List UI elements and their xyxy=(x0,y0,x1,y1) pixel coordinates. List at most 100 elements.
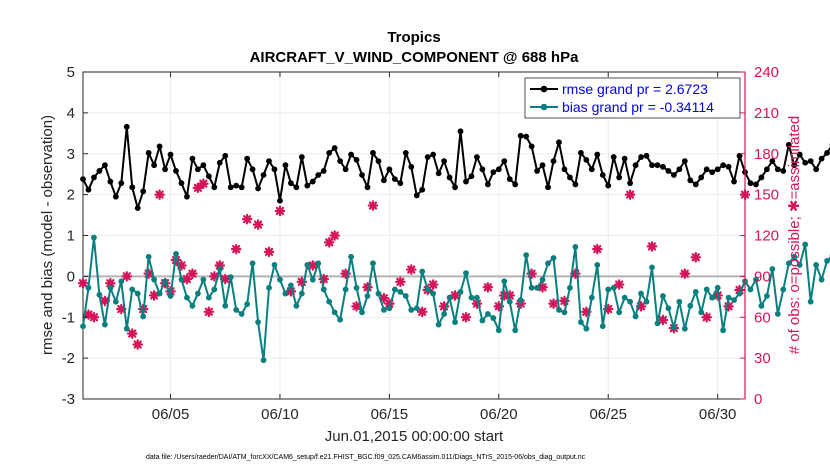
rmse-point xyxy=(780,168,787,174)
rmse-point xyxy=(753,181,759,188)
rmse-point xyxy=(484,181,491,188)
obs-marker xyxy=(734,284,745,296)
y-axis-label-right: # of obs: o=possible; ✱=assimilated xyxy=(786,116,803,355)
rmse-point xyxy=(408,163,415,170)
obs-marker xyxy=(395,276,406,288)
bias-point xyxy=(178,276,185,283)
bias-point xyxy=(101,321,108,328)
obs-marker xyxy=(723,301,734,312)
bias-point xyxy=(435,321,442,328)
bias-point xyxy=(293,302,300,309)
rmse-point xyxy=(370,150,376,156)
rmse-point xyxy=(676,166,683,173)
rmse-point xyxy=(528,143,535,150)
rmse-point xyxy=(468,173,475,180)
x-axis: 06/05 06/10 06/15 06/20 06/25 06/30 xyxy=(152,72,737,423)
bias-point xyxy=(309,276,316,283)
x-tick-label: 06/25 xyxy=(589,406,627,423)
rmse-point xyxy=(567,174,573,181)
right-tick-label: 90 xyxy=(754,268,771,285)
bias-point xyxy=(758,302,765,309)
obs-marker xyxy=(219,273,231,285)
rmse-point xyxy=(818,155,825,162)
obs-marker xyxy=(471,298,483,309)
obs-marker xyxy=(154,189,165,200)
bias-point xyxy=(342,286,349,293)
right-axis: 0 30 60 90 120 150 180 210 240 xyxy=(740,64,779,408)
rmse-point xyxy=(824,150,830,156)
rmse-point xyxy=(791,162,798,169)
rmse-point xyxy=(238,184,245,191)
obs-marker xyxy=(88,311,100,323)
bias-point xyxy=(233,306,240,313)
rmse-point xyxy=(632,162,639,169)
bias-point xyxy=(528,284,535,291)
right-tick-label: 150 xyxy=(754,187,779,204)
rmse-point xyxy=(315,172,322,178)
rmse-point xyxy=(561,166,568,173)
obs-marker xyxy=(646,241,658,252)
rmse-point xyxy=(260,172,267,178)
bias-point xyxy=(386,305,393,312)
rmse-point xyxy=(419,186,426,193)
bias-point xyxy=(326,298,333,305)
bias-point xyxy=(446,294,453,301)
bias-point xyxy=(665,305,672,312)
rmse-point xyxy=(430,151,437,158)
bias-point xyxy=(162,278,168,285)
bias-point xyxy=(545,260,551,267)
obs-marker xyxy=(701,311,713,323)
bias-point xyxy=(567,284,573,291)
rmse-point xyxy=(85,186,92,193)
bias-point xyxy=(676,298,683,305)
rmse-point xyxy=(605,182,612,189)
bias-point xyxy=(298,290,305,297)
bias-point xyxy=(583,325,590,332)
rmse-point xyxy=(649,162,655,169)
bias-point xyxy=(359,309,365,316)
bias-point xyxy=(720,327,727,334)
bias-point xyxy=(331,309,338,316)
bias-point xyxy=(490,315,497,321)
rmse-point xyxy=(271,166,278,173)
bias-point xyxy=(556,306,562,313)
rmse-point xyxy=(588,166,595,173)
obs-marker xyxy=(449,290,461,301)
bias-point xyxy=(588,294,595,301)
rmse-point xyxy=(249,166,256,173)
obs-marker xyxy=(460,311,472,323)
bias-point xyxy=(769,266,776,272)
left-axis: -3 -2 -1 0 1 2 3 4 5 xyxy=(62,64,88,408)
rmse-point xyxy=(769,158,776,165)
chart-subtitle: AIRCRAFT_V_WIND_COMPONENT @ 688 hPa xyxy=(250,49,580,66)
bias-point xyxy=(419,268,426,275)
bias-point xyxy=(643,298,650,305)
rmse-point xyxy=(381,177,387,184)
bias-point xyxy=(660,293,666,299)
bias-point xyxy=(561,309,568,316)
obs-marker xyxy=(690,252,702,263)
bias-point xyxy=(397,289,404,295)
obs-marker xyxy=(548,298,559,309)
bias-point xyxy=(572,244,579,250)
right-tick-label: 120 xyxy=(754,228,779,245)
x-tick-label: 06/20 xyxy=(480,406,518,423)
right-tick-label: 180 xyxy=(754,146,779,163)
bias-point xyxy=(123,325,130,332)
rmse-point xyxy=(687,177,694,184)
rmse-point xyxy=(452,184,458,191)
obs-marker xyxy=(416,306,428,318)
obs-marker xyxy=(307,260,319,271)
rmse-point xyxy=(785,141,792,148)
rmse-point xyxy=(309,178,316,185)
bias-point xyxy=(112,298,119,305)
rmse-point xyxy=(556,139,562,146)
obs-marker xyxy=(274,205,286,217)
x-tick-label: 06/30 xyxy=(699,406,737,423)
rmse-point xyxy=(266,158,272,165)
bias-point xyxy=(151,276,158,283)
bias-point xyxy=(348,253,354,260)
rmse-series xyxy=(80,123,830,212)
rmse-point xyxy=(731,178,737,185)
left-tick-label: -1 xyxy=(62,309,75,326)
